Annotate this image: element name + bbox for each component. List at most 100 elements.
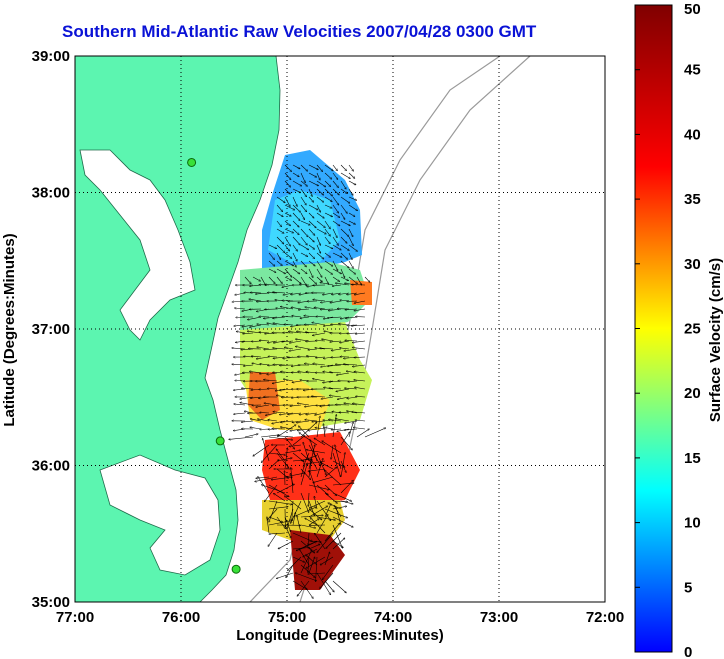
velocity-arrow — [308, 236, 314, 242]
velocity-arrow — [316, 236, 321, 246]
velocity-arrow — [242, 341, 254, 342]
velocity-arrow — [286, 564, 294, 578]
velocity-arrow — [308, 445, 315, 470]
colorbar-tick-label: 0 — [684, 644, 692, 659]
velocity-arrow — [344, 348, 358, 351]
map-title: Southern Mid-Atlantic Raw Velocities 200… — [62, 22, 537, 41]
velocity-arrow — [308, 228, 315, 235]
velocity-arrow — [340, 432, 350, 446]
velocity-arrow — [297, 428, 310, 431]
velocity-arrow — [320, 283, 334, 286]
velocity-arrow — [300, 550, 312, 574]
velocity-arrow — [300, 252, 308, 257]
velocity-arrow — [284, 196, 290, 207]
velocity-arrow — [243, 333, 254, 334]
velocity-arrow — [314, 307, 326, 310]
velocity-arrow — [273, 292, 286, 293]
velocity-arrow — [310, 518, 326, 534]
velocity-arrow — [292, 172, 299, 177]
velocity-arrow — [298, 309, 310, 310]
velocity-arrow — [331, 348, 342, 351]
velocity-arrow — [276, 228, 284, 233]
velocity-arrow — [300, 456, 317, 462]
lat-tick-label: 38:00 — [32, 185, 70, 202]
velocity-arrow — [340, 244, 349, 251]
velocity-arrow — [340, 212, 345, 220]
velocity-arrow — [269, 500, 278, 522]
velocity-arrow — [324, 470, 342, 486]
velocity-arrow — [332, 196, 339, 205]
velocity-arrow — [291, 467, 294, 494]
velocity-arrow — [284, 188, 290, 194]
velocity-arrow — [316, 164, 323, 172]
velocity-arrow — [340, 228, 349, 237]
velocity-arrow — [292, 276, 301, 284]
velocity-arrow — [292, 268, 300, 274]
velocity-arrow — [300, 464, 307, 486]
velocity-arrow — [267, 389, 278, 390]
velocity-arrow — [332, 188, 339, 195]
velocity-arrow — [348, 422, 353, 438]
velocity-arrow — [292, 164, 300, 169]
colorbar-tick-label: 20 — [684, 385, 701, 402]
velocity-arrow — [300, 236, 307, 245]
velocity-arrow — [280, 427, 294, 430]
velocity-arrow — [276, 220, 282, 227]
velocity-arrow — [292, 556, 305, 562]
velocity-arrow — [326, 532, 342, 549]
velocity-arrow — [268, 532, 278, 547]
velocity-arrow — [299, 433, 318, 446]
velocity-arrow — [348, 196, 357, 200]
velocity-arrow — [340, 316, 350, 319]
velocity-arrow — [332, 276, 340, 282]
velocity-arrow — [329, 388, 342, 389]
velocity-arrow — [354, 387, 366, 390]
velocity-arrow — [284, 220, 291, 226]
velocity-arrow — [273, 493, 286, 502]
velocity-arrow — [253, 444, 270, 456]
velocity-arrow — [316, 484, 328, 495]
velocity-arrow — [300, 452, 312, 463]
velocity-arrow — [345, 340, 358, 341]
velocity-arrow — [305, 420, 318, 422]
velocity-arrow — [288, 331, 302, 334]
velocity-arrow — [271, 476, 294, 480]
velocity-arrow — [308, 508, 322, 520]
velocity-arrow — [340, 480, 354, 494]
velocity-arrow — [292, 580, 308, 590]
velocity-arrow — [259, 317, 270, 318]
velocity-arrow — [300, 212, 305, 220]
velocity-arrow — [340, 268, 345, 278]
station-marker — [215, 436, 225, 446]
velocity-arrow — [327, 316, 342, 318]
velocity-arrow — [332, 284, 342, 286]
velocity-arrow — [308, 204, 318, 210]
velocity-arrow — [353, 428, 366, 430]
velocity-arrow — [316, 172, 320, 180]
velocity-arrow — [348, 260, 353, 269]
velocity-arrow — [352, 403, 366, 406]
velocity-arrow — [308, 557, 315, 574]
velocity-arrow — [276, 572, 294, 579]
velocity-arrow — [284, 324, 294, 325]
velocity-arrow — [323, 424, 326, 438]
velocity-arrow — [242, 324, 254, 327]
colorbar — [634, 4, 673, 653]
velocity-arrow — [268, 516, 283, 522]
x-axis-label: Longitude (Degrees:Minutes) — [236, 627, 444, 644]
velocity-arrow — [282, 341, 294, 342]
velocity-arrow — [268, 452, 286, 455]
velocity-arrow — [276, 204, 283, 212]
velocity-arrow — [308, 172, 317, 177]
velocity-arrow — [354, 372, 366, 374]
velocity-arrow — [300, 244, 309, 250]
velocity-arrow — [339, 412, 350, 413]
grid — [75, 56, 605, 602]
velocity-arrow — [268, 260, 275, 266]
velocity-arrow — [332, 268, 342, 274]
velocity-arrow — [308, 573, 326, 574]
velocity-arrow — [331, 429, 342, 430]
lat-ticks: 39:00 38:00 37:00 36:00 35:00 — [32, 48, 70, 611]
velocity-arrow — [336, 507, 342, 526]
velocity-arrow — [260, 435, 279, 438]
